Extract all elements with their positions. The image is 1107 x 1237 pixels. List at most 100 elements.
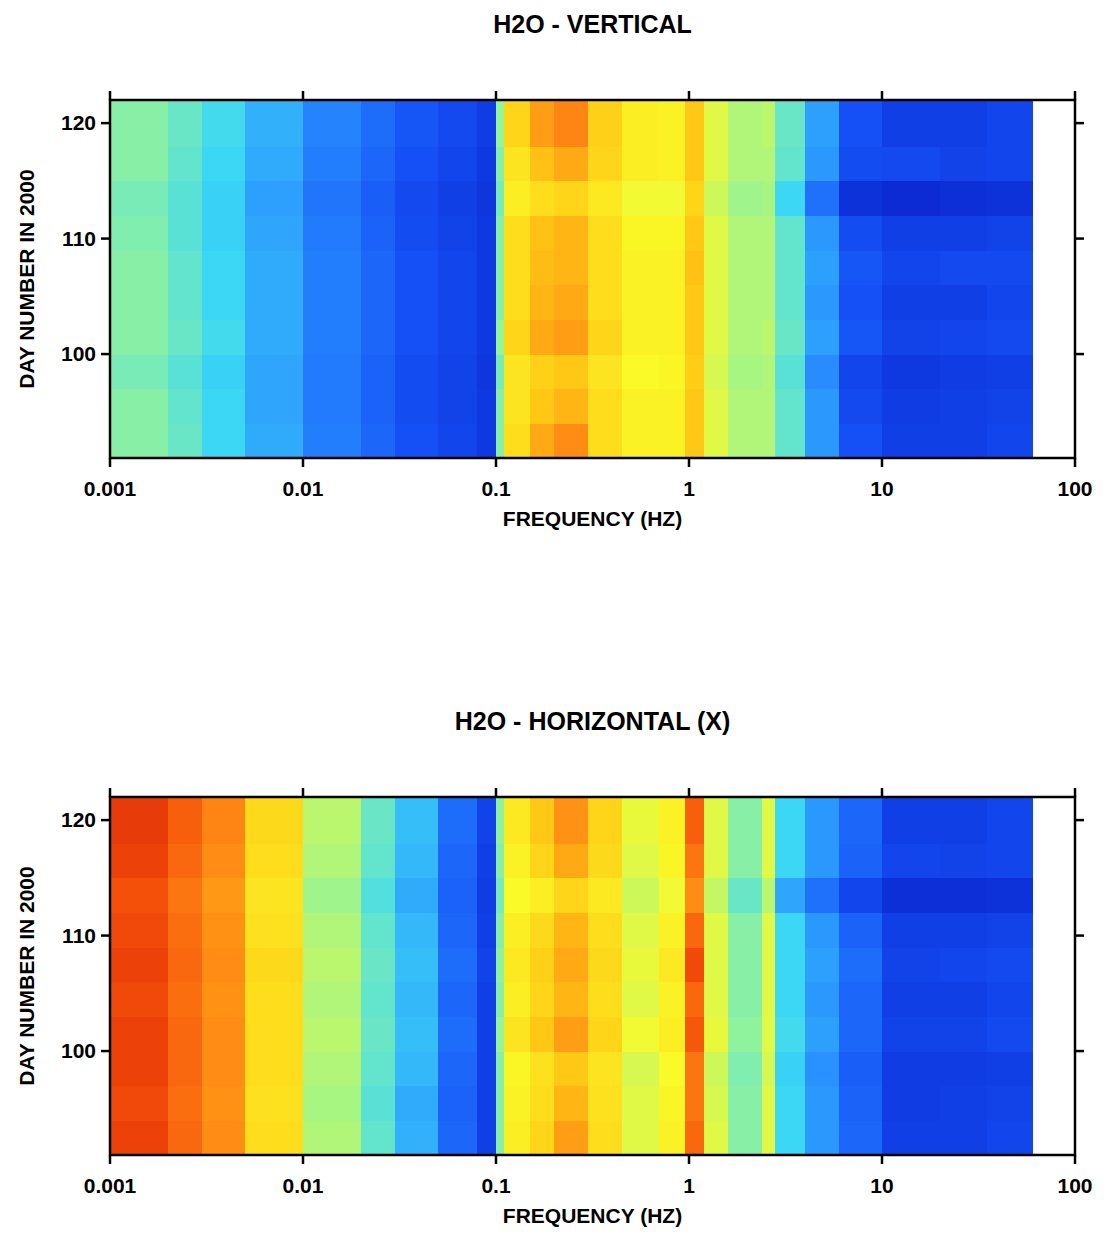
cell bbox=[882, 250, 941, 285]
cell bbox=[245, 982, 304, 1017]
cell bbox=[775, 843, 805, 878]
cell bbox=[839, 250, 882, 285]
cell bbox=[588, 250, 623, 285]
cell bbox=[882, 319, 941, 354]
cell bbox=[202, 181, 245, 216]
cell bbox=[245, 1051, 304, 1086]
cell bbox=[110, 354, 169, 389]
cell bbox=[477, 146, 496, 181]
cell bbox=[504, 912, 531, 947]
cell bbox=[685, 285, 705, 320]
cell bbox=[775, 285, 805, 320]
cell bbox=[303, 843, 362, 878]
cell bbox=[685, 100, 705, 147]
cell bbox=[438, 797, 478, 844]
cell bbox=[110, 285, 169, 320]
x-tick bbox=[495, 458, 498, 467]
cell bbox=[728, 181, 763, 216]
cell bbox=[530, 1016, 555, 1051]
cell bbox=[882, 389, 941, 424]
cell bbox=[588, 100, 623, 147]
cells bbox=[110, 100, 1033, 458]
cell bbox=[762, 1051, 776, 1086]
x-tick-label: 1 bbox=[683, 1174, 695, 1197]
cell bbox=[775, 181, 805, 216]
cell bbox=[762, 181, 776, 216]
cell bbox=[704, 319, 729, 354]
cell bbox=[361, 1051, 396, 1086]
cell bbox=[659, 146, 685, 181]
cell bbox=[530, 423, 555, 458]
cell bbox=[477, 1086, 496, 1121]
cell bbox=[504, 947, 531, 982]
cell bbox=[303, 389, 362, 424]
cell bbox=[395, 1016, 438, 1051]
y-tick bbox=[101, 122, 110, 125]
cell bbox=[110, 146, 169, 181]
cell bbox=[361, 797, 396, 844]
y-tick-label: 100 bbox=[61, 342, 96, 365]
cell bbox=[202, 947, 245, 982]
cell bbox=[622, 285, 660, 320]
cell bbox=[805, 423, 840, 458]
y-tick bbox=[101, 353, 110, 356]
cell bbox=[202, 285, 245, 320]
cell bbox=[477, 843, 496, 878]
cell bbox=[504, 100, 531, 147]
cell bbox=[659, 319, 685, 354]
cell bbox=[168, 1051, 203, 1086]
cell bbox=[530, 389, 555, 424]
cell bbox=[554, 354, 589, 389]
x-tick-label: 100 bbox=[1057, 1174, 1092, 1197]
cell bbox=[530, 843, 555, 878]
cell bbox=[987, 146, 1033, 181]
cell bbox=[168, 389, 203, 424]
cell bbox=[361, 354, 396, 389]
cell bbox=[622, 797, 660, 844]
x-tick bbox=[881, 458, 884, 467]
cell bbox=[554, 319, 589, 354]
cell bbox=[685, 423, 705, 458]
cell bbox=[940, 100, 988, 147]
cell bbox=[477, 319, 496, 354]
cell bbox=[588, 181, 623, 216]
cell bbox=[987, 389, 1033, 424]
cell bbox=[659, 1120, 685, 1155]
cell bbox=[110, 843, 169, 878]
cell bbox=[395, 285, 438, 320]
cell bbox=[839, 878, 882, 913]
cell bbox=[438, 423, 478, 458]
y-tick bbox=[1075, 122, 1084, 125]
cell bbox=[361, 1016, 396, 1051]
cell bbox=[987, 1086, 1033, 1121]
cell bbox=[438, 100, 478, 147]
cell bbox=[554, 146, 589, 181]
cell bbox=[775, 797, 805, 844]
y-tick bbox=[101, 1050, 110, 1053]
cell bbox=[805, 982, 840, 1017]
cell bbox=[882, 146, 941, 181]
cell bbox=[303, 423, 362, 458]
x-tick-label: 10 bbox=[870, 477, 893, 500]
y-tick bbox=[1075, 819, 1084, 822]
cell bbox=[805, 797, 840, 844]
cell bbox=[110, 982, 169, 1017]
cell bbox=[685, 250, 705, 285]
cell bbox=[805, 354, 840, 389]
cell bbox=[530, 1051, 555, 1086]
cell bbox=[303, 878, 362, 913]
cell bbox=[685, 215, 705, 250]
cell bbox=[775, 1120, 805, 1155]
cell bbox=[685, 982, 705, 1017]
cell bbox=[530, 285, 555, 320]
cell bbox=[438, 354, 478, 389]
cell bbox=[202, 319, 245, 354]
cell bbox=[588, 982, 623, 1017]
cell bbox=[496, 181, 505, 216]
cell bbox=[685, 1086, 705, 1121]
cell bbox=[882, 1086, 941, 1121]
cell bbox=[762, 319, 776, 354]
chart-title: H2O - HORIZONTAL (X) bbox=[455, 707, 730, 735]
cell bbox=[728, 912, 763, 947]
cell bbox=[361, 285, 396, 320]
